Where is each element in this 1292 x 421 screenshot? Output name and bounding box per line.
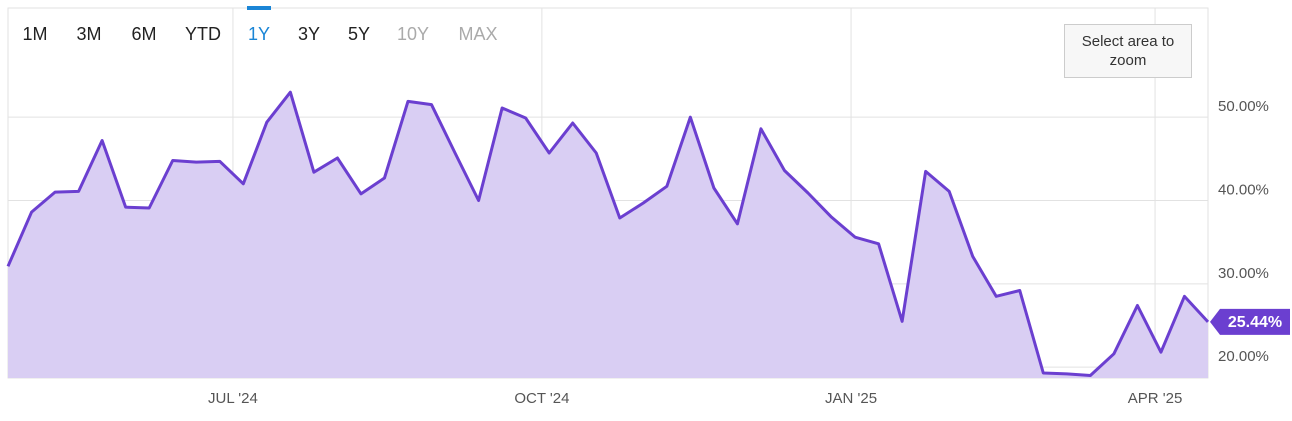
range-button: 10Y	[397, 24, 429, 44]
area-fill	[8, 92, 1208, 379]
active-indicator	[247, 6, 271, 10]
x-tick-label: JAN '25	[825, 390, 877, 407]
y-tick-label: 30.00%	[1218, 265, 1269, 282]
range-button[interactable]: 5Y	[348, 24, 370, 44]
end-tag	[1210, 308, 1290, 335]
line	[6, 90, 1210, 377]
y-tick-label: 20.00%	[1218, 348, 1269, 365]
range-button[interactable]: 6M	[131, 24, 156, 44]
zoom-hint: Select area to zoom	[1064, 24, 1192, 78]
range-button[interactable]: 1M	[22, 24, 47, 44]
x-tick-label: APR '25	[1128, 390, 1183, 407]
x-tick-label: JUL '24	[208, 390, 258, 407]
x-tick-label: OCT '24	[514, 390, 569, 407]
range-button[interactable]: 3M	[76, 24, 101, 44]
range-button[interactable]: YTD	[185, 24, 221, 44]
range-button[interactable]: 3Y	[298, 24, 320, 44]
end-label: 25.44%	[1228, 314, 1282, 331]
range-button[interactable]: 1Y	[248, 24, 270, 44]
y-tick-label: 40.00%	[1218, 181, 1269, 198]
y-tick-label: 50.00%	[1218, 98, 1269, 115]
range-button: MAX	[458, 24, 497, 44]
